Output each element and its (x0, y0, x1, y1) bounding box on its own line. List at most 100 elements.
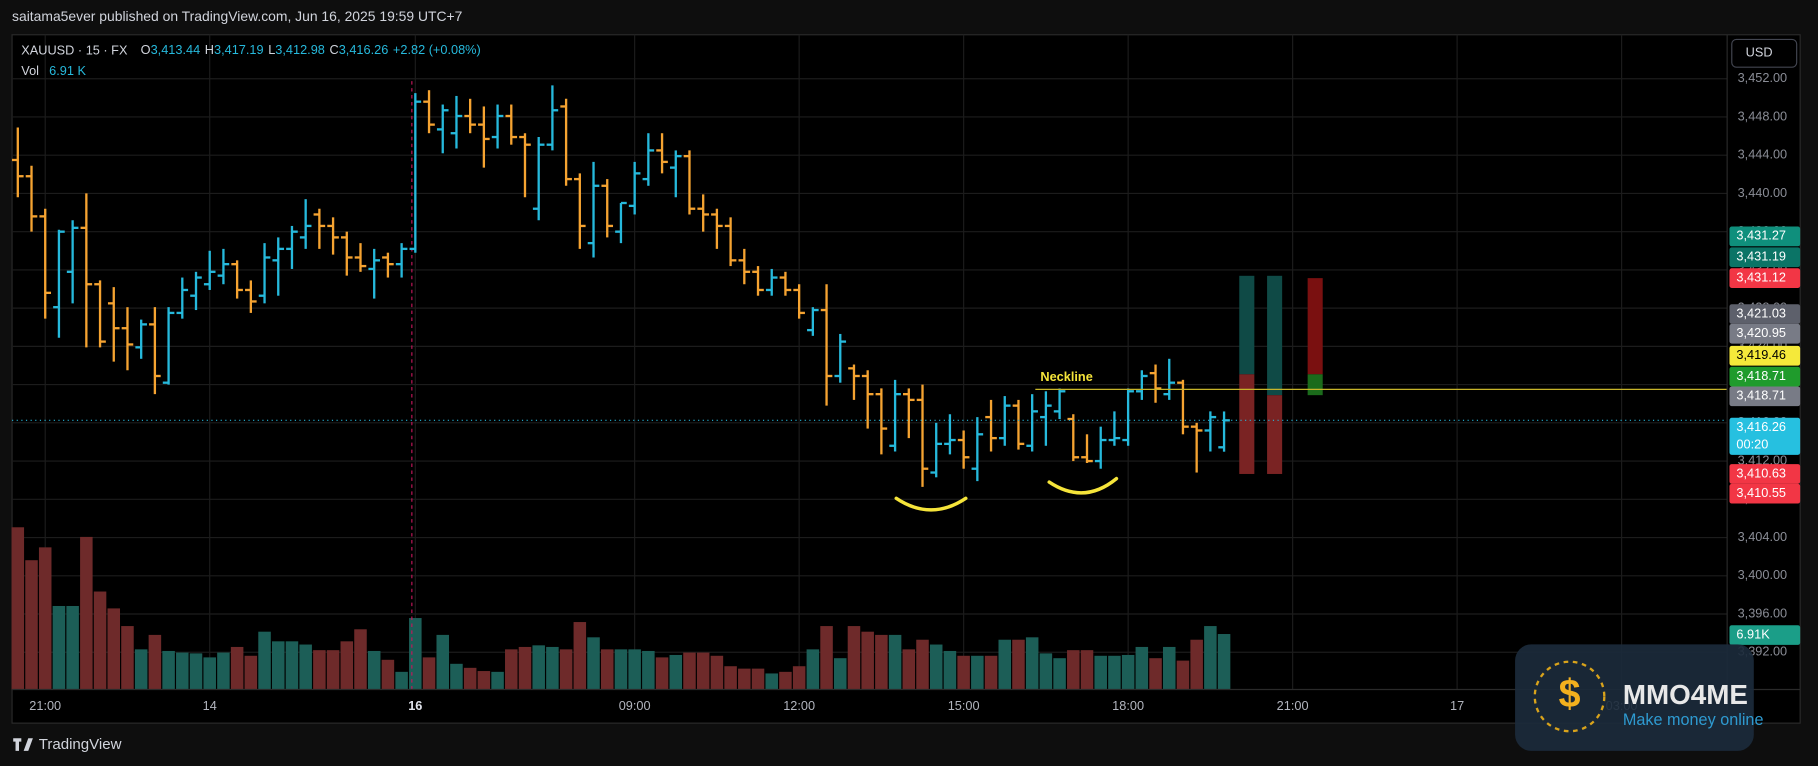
watermark: $ MMO4ME Make money online (1515, 644, 1763, 751)
ohlc-legend: O3,413.44 H3,417.19 L3,412.98 C3,416.26 +2.8… (141, 42, 481, 57)
axes: 3,392.003,396.003,400.003,404.003,408.00… (29, 70, 1801, 713)
grid (12, 34, 1728, 690)
volume-bar (299, 644, 312, 690)
price-badge (1729, 366, 1801, 387)
price-badge-label: 3,431.12 (1736, 269, 1786, 284)
volume-bar (409, 618, 422, 690)
x-tick-label: 16 (408, 698, 422, 713)
volume-bar (25, 560, 38, 690)
y-tick-label: 3,444.00 (1738, 147, 1788, 162)
volume-bar (66, 605, 79, 690)
volume-bar (546, 646, 559, 690)
volume-bar (422, 657, 436, 690)
volume-bar (806, 649, 820, 690)
watermark-ring (1533, 660, 1606, 733)
x-tick-label: 15:00 (948, 698, 980, 713)
volume-bar (217, 652, 230, 690)
volume-bar (1121, 654, 1135, 690)
x-tick-label: 12:00 (783, 698, 815, 713)
volume-bar (929, 644, 943, 690)
footer-brand: TradingView (13, 736, 122, 753)
watermark-box (1515, 644, 1754, 751)
volume-bar (1135, 646, 1149, 690)
chart-panel (11, 34, 1801, 724)
volume-bar (1053, 658, 1066, 690)
volume-title: Vol (21, 63, 39, 78)
legend-key: O (141, 42, 151, 57)
position-stop (1267, 395, 1283, 474)
position-stop (1307, 278, 1323, 375)
watermark-subtitle: Make money online (1623, 711, 1764, 729)
position-target (1267, 275, 1283, 396)
volume-bar (463, 667, 477, 690)
volume-bar (1217, 634, 1231, 690)
volume-bar (107, 608, 121, 690)
price-badge-label: 3,431.19 (1736, 249, 1786, 264)
price-badge (1729, 247, 1801, 268)
volume-bar (395, 671, 408, 690)
volume-bar (11, 527, 25, 690)
x-tick-label: 17 (1450, 698, 1464, 713)
legend-value: 3,413.44 (151, 42, 201, 57)
volume-bar (710, 655, 724, 690)
volume-pane (11, 527, 1231, 690)
symbol: XAUUSD · 15 · FX (21, 42, 128, 57)
price-badge-label: 3,418.71 (1736, 368, 1786, 383)
volume-bar (244, 655, 258, 690)
price-badge-label: 6.91K (1736, 626, 1770, 641)
price-badge-label: 3,420.95 (1736, 325, 1786, 340)
volume-bar (600, 649, 614, 690)
legend-value: 3,417.19 (214, 42, 264, 57)
price-badge-label: 3,416.26 (1736, 419, 1786, 434)
volume-bar (1149, 658, 1162, 690)
brand-logo (13, 738, 33, 751)
volume-bar (573, 622, 587, 690)
volume-bar (943, 650, 957, 690)
volume-bar (285, 641, 299, 690)
volume-bar (834, 658, 847, 690)
price-badge (1729, 483, 1801, 504)
volume-bar (367, 650, 381, 690)
volume-bar (532, 645, 545, 690)
volume-value: 6.91 K (49, 63, 86, 78)
volume-bar (176, 652, 189, 690)
y-tick-label: 3,412.00 (1738, 452, 1788, 467)
volume-bar (971, 655, 984, 690)
volume-bar (875, 634, 888, 690)
volume-bar (1190, 639, 1203, 690)
legend-value: 3,416.26 (339, 42, 389, 57)
volume-bar (230, 646, 244, 690)
volume-bar (354, 629, 367, 690)
volume-bar (724, 666, 737, 690)
y-tick-label: 3,400.00 (1738, 567, 1788, 582)
volume-bar (984, 655, 998, 690)
position-target (1239, 275, 1255, 375)
volume-bar (189, 653, 203, 690)
volume-bar (326, 650, 340, 690)
volume-bar (121, 626, 134, 690)
volume-bar (340, 641, 354, 690)
volume-bar (1025, 637, 1039, 690)
volume-bar (902, 649, 916, 690)
price-badge-label: 3,419.46 (1736, 347, 1786, 362)
volume-bar (1067, 650, 1080, 690)
position-stop (1239, 374, 1255, 474)
volume-bar (148, 634, 162, 690)
x-tick-label: 18:00 (1112, 698, 1144, 713)
volume-bar (1094, 655, 1107, 690)
price-badge (1729, 386, 1801, 407)
volume-bar (1162, 646, 1176, 690)
price-badge (1729, 323, 1801, 344)
x-tick-label: 14 (203, 698, 217, 713)
volume-bar (38, 547, 52, 690)
volume-bar (957, 655, 970, 690)
price-badge (1729, 417, 1801, 455)
volume-bar (792, 666, 806, 690)
price-badge-sub: 00:20 (1736, 436, 1768, 451)
x-tick-label: 21:00 (29, 698, 61, 713)
price-badge (1729, 226, 1801, 247)
volume-bar (683, 652, 696, 690)
currency: USD (1746, 45, 1773, 60)
y-tick-label: 3,452.00 (1738, 70, 1788, 85)
